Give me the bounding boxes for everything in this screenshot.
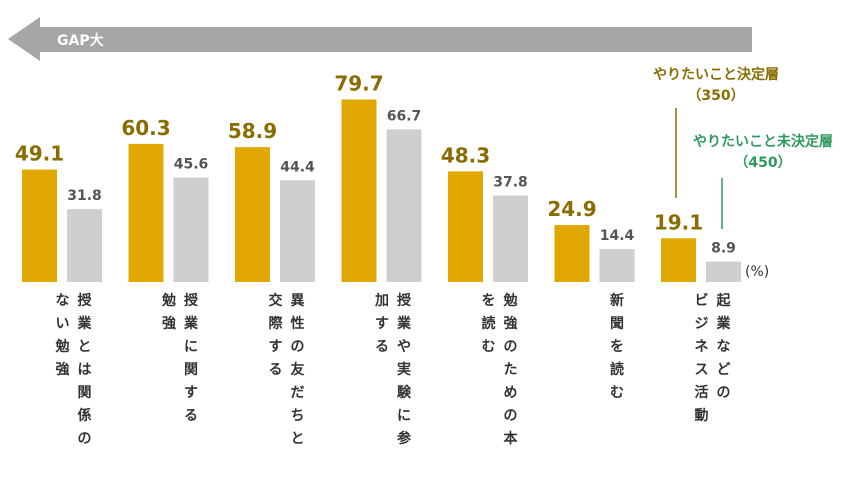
category-label-3-col-1: 加する	[374, 293, 389, 355]
legend-undecided-name: やりたいこと未決定層	[693, 133, 833, 150]
category-label-0-col-1: ない勉強	[55, 293, 70, 378]
value-label-decided-2: 58.9	[228, 119, 277, 143]
value-label-undecided-1: 45.6	[174, 157, 209, 173]
bar-decided-3	[341, 99, 377, 282]
bar-decided-0	[22, 169, 57, 282]
gap-arrow	[8, 17, 752, 61]
value-label-decided-5: 24.9	[547, 197, 596, 221]
value-label-decided-0: 49.1	[15, 142, 64, 166]
bar-undecided-3	[386, 129, 422, 282]
bars-group	[22, 99, 741, 282]
value-label-undecided-3: 66.7	[387, 108, 422, 124]
category-label-1-col-0: 授業に関する	[183, 292, 199, 424]
bar-undecided-1	[173, 177, 209, 282]
bar-decided-4	[448, 171, 483, 282]
value-label-undecided-2: 44.4	[280, 159, 315, 175]
value-label-decided-3: 79.7	[334, 71, 383, 95]
value-label-decided-4: 48.3	[441, 143, 490, 167]
bar-undecided-5	[599, 249, 635, 282]
legend: やりたいこと決定層 （350） やりたいこと未決定層 （450）	[653, 66, 833, 229]
value-labels-group: 49.1 31.8 60.3 45.6 58.944.4 79.766.7 48.337.8…	[15, 71, 736, 256]
unit-label: (%)	[745, 264, 769, 280]
category-label-4-col-0: 勉強のための本	[503, 292, 519, 447]
value-label-decided-1: 60.3	[121, 116, 170, 140]
category-label-1-col-1: 勉強	[161, 292, 176, 332]
category-label-0-col-0: 授業とは関係の	[77, 292, 93, 447]
category-label-5-col-0: 新聞を読む	[610, 292, 624, 401]
category-label-2-col-1: 交際する	[269, 292, 284, 378]
bar-undecided-2	[280, 180, 315, 282]
bar-decided-1	[128, 143, 164, 282]
legend-undecided-count: （450）	[734, 155, 791, 171]
legend-decided-name: やりたいこと決定層	[653, 66, 779, 83]
category-label-4-col-1: を読む	[482, 293, 496, 355]
bar-decided-5	[554, 224, 590, 282]
category-label-6-col-1: ビジネス活動	[695, 293, 709, 424]
bar-undecided-4	[493, 195, 528, 282]
value-label-undecided-6: 8.9	[711, 241, 736, 257]
value-label-undecided-5: 14.4	[600, 228, 635, 244]
bar-undecided-0	[67, 209, 102, 282]
value-label-undecided-0: 31.8	[67, 188, 102, 204]
bar-decided-2	[235, 147, 270, 282]
value-label-undecided-4: 37.8	[493, 174, 528, 190]
category-label-6-col-0: 起業などの	[716, 292, 732, 401]
legend-decided-count: （350）	[687, 88, 744, 104]
category-label-3-col-0: 授業や実験に参	[396, 292, 412, 447]
bar-decided-6	[661, 238, 696, 282]
category-label-2-col-0: 異性の友だちと	[291, 293, 305, 447]
value-label-decided-6: 19.1	[654, 210, 703, 234]
gap-label: GAP大	[57, 32, 104, 49]
bar-undecided-6	[706, 261, 741, 282]
